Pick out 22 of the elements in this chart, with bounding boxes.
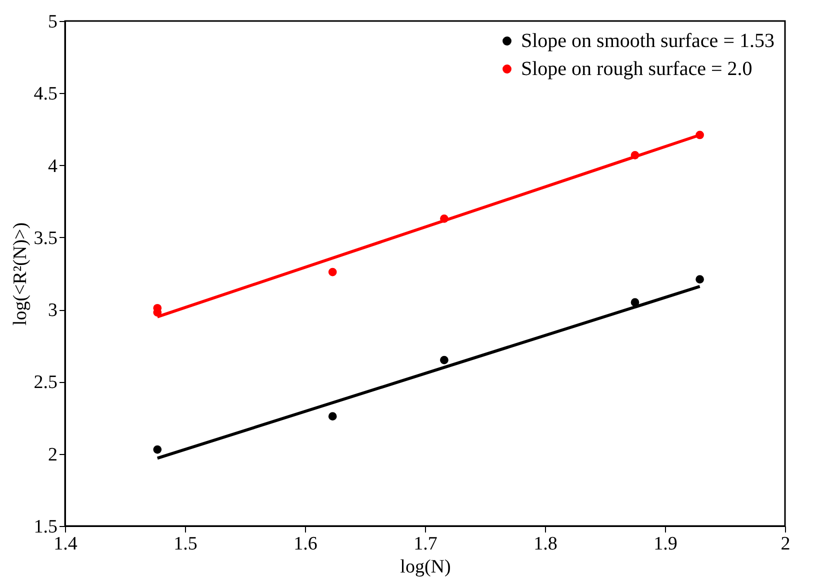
point	[440, 356, 448, 364]
x-tick-label: 2	[780, 534, 790, 554]
x-tick-label: 1.9	[654, 534, 678, 554]
y-axis-title: log(<R²(N)>)	[10, 222, 31, 326]
y-tick-label: 5	[48, 12, 58, 32]
x-tick-label: 1.8	[534, 534, 558, 554]
point	[328, 412, 337, 421]
x-axis-title: log(N)	[400, 556, 451, 578]
y-tick-label: 2	[48, 444, 58, 466]
legend-label: Slope on smooth surface = 1.53	[521, 30, 774, 52]
x-tick-label: 1.7	[414, 534, 438, 554]
point	[153, 445, 162, 454]
y-tick-label: 2.5	[34, 372, 58, 394]
y-tick-label: 3	[48, 300, 58, 322]
y-tick-label: 4.5	[34, 84, 58, 105]
x-tick-label: 1.5	[174, 534, 198, 554]
point	[696, 275, 704, 284]
y-tick-label: 3.5	[34, 228, 58, 249]
point	[328, 268, 337, 276]
x-tick-label: 1.6	[294, 534, 318, 554]
y-tick-label: 4	[48, 156, 58, 177]
legend-label: Slope on rough surface = 2.0	[521, 58, 752, 80]
